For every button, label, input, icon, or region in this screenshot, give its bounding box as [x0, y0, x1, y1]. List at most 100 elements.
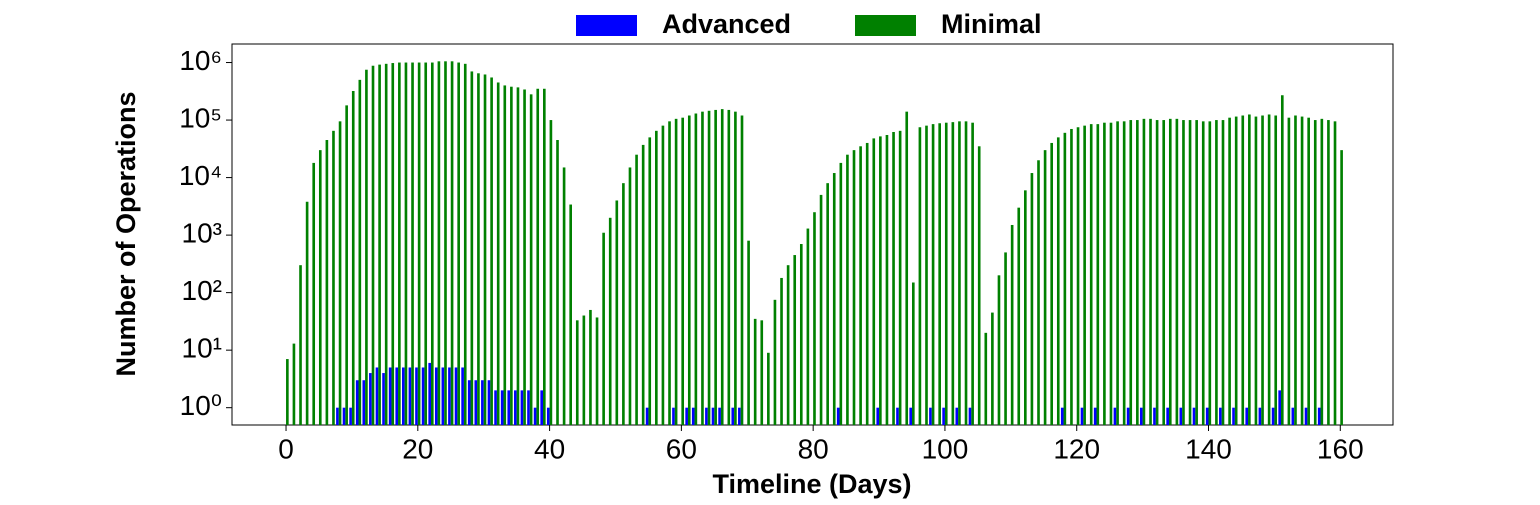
bar: [674, 118, 678, 425]
bar: [1166, 407, 1169, 425]
bar: [944, 122, 948, 425]
bar: [556, 140, 559, 425]
bar: [905, 111, 909, 425]
bar: [1126, 407, 1130, 425]
bar: [454, 367, 458, 425]
bar: [1280, 95, 1284, 425]
bar: [1278, 390, 1281, 425]
bar: [450, 61, 454, 425]
bar: [549, 120, 553, 425]
bar: [813, 212, 816, 425]
bar: [437, 61, 441, 425]
bar: [415, 367, 418, 425]
bar: [1050, 142, 1054, 425]
bar: [767, 352, 770, 425]
bar: [1300, 116, 1304, 426]
bar: [1142, 118, 1146, 425]
bar: [351, 91, 355, 425]
bar: [918, 127, 922, 425]
bar: [608, 217, 612, 425]
bar: [738, 407, 741, 425]
bar: [1195, 120, 1198, 425]
bar: [1136, 120, 1139, 425]
bar: [345, 105, 348, 425]
bar: [655, 130, 658, 426]
bar: [1175, 118, 1179, 425]
bar: [1179, 407, 1183, 425]
bar: [1192, 407, 1196, 425]
bar: [1109, 122, 1113, 425]
bar: [299, 265, 302, 425]
bar: [1004, 252, 1007, 425]
bar: [898, 130, 902, 426]
bar: [467, 380, 471, 425]
bar: [641, 144, 645, 425]
bar: [780, 277, 783, 425]
bar: [1304, 407, 1308, 425]
bar: [635, 154, 638, 425]
bar: [474, 380, 478, 425]
bar: [872, 138, 876, 425]
bar: [536, 88, 540, 425]
bar: [727, 109, 731, 425]
bar: [760, 320, 764, 425]
bar: [1063, 132, 1067, 425]
bar: [753, 318, 757, 425]
bar: [971, 122, 974, 425]
bar: [404, 62, 408, 425]
bar: [424, 62, 428, 425]
bar: [428, 362, 431, 425]
bar: [523, 89, 526, 425]
bar: [388, 367, 392, 425]
bar: [496, 82, 500, 425]
bar: [1245, 407, 1249, 425]
legend-label: Minimal: [941, 9, 1042, 39]
x-tick-label: 40: [534, 433, 565, 464]
bar: [681, 117, 685, 426]
bar: [1327, 120, 1330, 425]
bar: [325, 140, 329, 425]
bar: [622, 183, 625, 425]
bar: [885, 134, 889, 425]
y-tick-label: 10³: [182, 218, 222, 249]
bar: [384, 63, 388, 426]
bar: [527, 390, 530, 425]
bar: [362, 380, 366, 425]
bar: [1076, 127, 1080, 425]
bar: [942, 407, 945, 425]
bar: [1168, 118, 1172, 425]
bar: [463, 63, 467, 426]
bar: [365, 69, 368, 426]
bar: [645, 407, 649, 425]
bar: [1149, 118, 1152, 425]
bar: [470, 71, 474, 425]
bar: [931, 124, 935, 425]
bar: [1070, 128, 1073, 425]
bar: [336, 407, 339, 425]
bar: [1287, 117, 1291, 426]
bar: [595, 317, 599, 425]
bar: [1096, 124, 1100, 425]
bar: [1241, 115, 1245, 425]
bar: [1182, 120, 1185, 425]
bar: [1267, 114, 1271, 425]
y-tick-label: 10⁶: [179, 45, 222, 76]
y-tick-label: 10⁰: [180, 390, 222, 421]
bar: [714, 109, 717, 425]
bar: [977, 146, 981, 425]
bar: [1261, 115, 1264, 425]
y-tick-label: 10⁴: [179, 160, 222, 191]
bar: [731, 407, 735, 425]
bar: [819, 194, 823, 425]
bar: [395, 367, 399, 425]
bar: [477, 73, 480, 425]
bar: [925, 125, 928, 426]
bar: [1291, 407, 1295, 425]
bar: [968, 407, 972, 425]
bar: [672, 407, 675, 425]
bar: [430, 62, 434, 425]
bar: [1219, 407, 1222, 425]
bar: [444, 61, 447, 425]
bar: [793, 255, 797, 425]
